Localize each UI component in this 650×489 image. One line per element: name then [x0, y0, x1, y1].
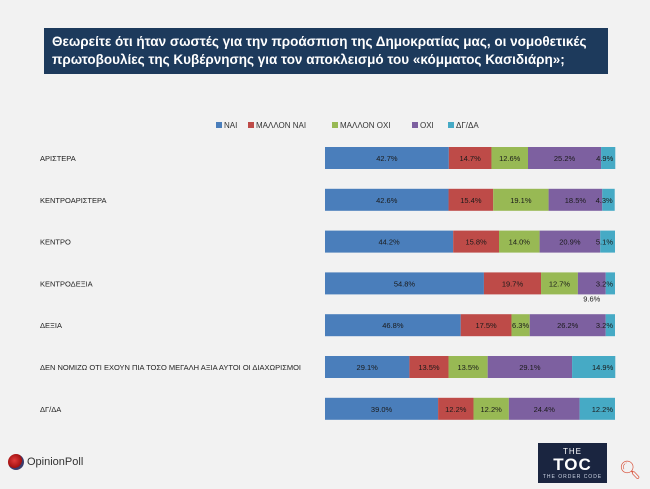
bar-segment-4-4: [605, 314, 615, 337]
value-label-0-3: 25.2%: [554, 154, 576, 163]
legend-swatch-1: [248, 122, 254, 128]
category-label-4: ΔΕΞΙΑ: [40, 321, 62, 330]
value-label-5-3: 29.1%: [519, 363, 541, 372]
value-label-6-4: 12.2%: [592, 405, 614, 414]
bar-segment-6-4: [579, 397, 615, 420]
legend-label-0: ΝΑΙ: [224, 121, 237, 130]
value-label-6-2: 12.2%: [481, 405, 503, 414]
legend-swatch-2: [332, 122, 338, 128]
the-toc-logo: THE TOC THE ORDER CODE: [538, 443, 607, 483]
chart-title-line-2: πρωτοβουλίες της Κυβέρνησης για τον αποκ…: [52, 52, 565, 67]
zoom-magnifier-icon[interactable]: 🔍︎: [618, 460, 642, 480]
value-label-1-1: 15.4%: [460, 196, 482, 205]
value-label-4-2: 6.3%: [512, 321, 529, 330]
value-label-4-0: 46.8%: [382, 321, 404, 330]
value-label-1-2: 19.1%: [510, 196, 532, 205]
value-label-6-3: 24.4%: [534, 405, 556, 414]
category-label-0: ΑΡΙΣΤΕΡΑ: [40, 154, 76, 163]
value-label-0-2: 12.6%: [499, 154, 521, 163]
bar-segment-1-2: [493, 188, 549, 211]
category-label-5: ΔΕΝ ΝΟΜΙΖΩ ΟΤΙ ΕΧΟΥΝ ΠΙΑ ΤΟΣΟ ΜΕΓΑΛΗ ΑΞΙ…: [40, 363, 301, 372]
category-label-6: ΔΓ/ΔΑ: [40, 405, 61, 414]
bar-segment-5-1: [409, 356, 449, 378]
legend-swatch-0: [216, 122, 222, 128]
category-label-2: ΚΕΝΤΡΟ: [40, 238, 71, 247]
bar-segment-1-3: [548, 188, 603, 211]
bar-segment-4-2: [511, 314, 530, 337]
value-label-5-2: 13.5%: [457, 363, 479, 372]
chart-title-line-1: Θεωρείτε ότι ήταν σωστές για την προάσπι…: [52, 34, 587, 49]
bar-segment-2-2: [499, 230, 540, 253]
category-label-3: ΚΕΝΤΡΟΔΕΞΙΑ: [40, 279, 93, 288]
legend-swatch-3: [412, 122, 418, 128]
value-label-0-0: 42.7%: [376, 154, 398, 163]
legend-label-4: ΔΓ/ΔΑ: [456, 121, 479, 130]
opinionpoll-logo-icon: [8, 454, 24, 470]
value-label-4-1: 17.5%: [475, 321, 497, 330]
value-label-2-0: 44.2%: [378, 238, 400, 247]
bar-segment-2-4: [600, 230, 615, 253]
legend-label-3: ΟΧΙ: [420, 121, 434, 130]
value-label-3-2: 12.7%: [549, 279, 571, 288]
bar-segment-2-3: [539, 230, 601, 253]
bar-segment-3-0: [325, 272, 484, 295]
value-label-2-2: 14.0%: [509, 238, 531, 247]
bar-segment-3-3: [577, 272, 606, 295]
bar-segment-5-4: [572, 356, 616, 378]
category-label-1: ΚΕΝΤΡΟΑΡΙΣΤΕΡΑ: [40, 196, 106, 205]
bar-segment-0-3: [528, 147, 602, 169]
legend-label-2: ΜΑΛΛΟΝ ΟΧΙ: [340, 121, 391, 130]
the-toc-logo-the: THE: [563, 447, 582, 456]
bar-segment-3-2: [541, 272, 578, 295]
value-label-2-4: 5.1%: [596, 238, 613, 247]
value-label-3-1: 19.7%: [502, 279, 524, 288]
value-label-6-1: 12.2%: [445, 405, 467, 414]
bar-segment-6-0: [325, 397, 439, 420]
value-label-5-0: 29.1%: [357, 363, 379, 372]
bar-segment-0-1: [448, 147, 492, 169]
value-label-1-4: 4.3%: [596, 196, 613, 205]
legend-label-1: ΜΑΛΛΟΝ ΝΑΙ: [256, 121, 306, 130]
bar-segment-6-1: [438, 397, 474, 420]
opinionpoll-logo: OpinionPoll: [8, 454, 83, 470]
bar-segment-6-3: [508, 397, 580, 420]
value-label-2-1: 15.8%: [465, 238, 487, 247]
value-label-4-3: 26.2%: [557, 321, 579, 330]
opinionpoll-logo-text: OpinionPoll: [27, 456, 84, 468]
value-label-0-1: 14.7%: [460, 154, 482, 163]
value-label-5-4: 14.9%: [592, 363, 614, 372]
bar-segment-1-0: [325, 188, 449, 211]
chart-title: Θεωρείτε ότι ήταν σωστές για την προάσπι…: [44, 28, 608, 74]
value-label-5-1: 13.5%: [418, 363, 440, 372]
bar-segment-0-2: [491, 147, 528, 169]
value-label-0-4: 4.9%: [596, 154, 613, 163]
value-label-3-0: 54.8%: [394, 279, 416, 288]
bar-segment-4-1: [460, 314, 512, 337]
value-label-3-3: 9.6%: [583, 294, 600, 303]
bar-segment-1-4: [602, 188, 615, 211]
bar-segment-3-4: [605, 272, 615, 295]
bar-segment-0-0: [325, 147, 449, 169]
bar-segment-6-2: [473, 397, 509, 420]
value-label-2-3: 20.9%: [559, 238, 581, 247]
legend-swatch-4: [448, 122, 454, 128]
the-toc-logo-main: TOC: [553, 455, 592, 474]
value-label-6-0: 39.0%: [371, 405, 393, 414]
value-label-1-3: 18.5%: [565, 196, 587, 205]
value-label-3-4: 3.2%: [596, 279, 613, 288]
bar-segment-3-1: [483, 272, 542, 295]
bar-segment-5-3: [487, 356, 573, 378]
bar-segment-0-4: [601, 147, 616, 169]
bar-segment-5-2: [448, 356, 488, 378]
bar-segment-2-1: [453, 230, 499, 253]
value-label-4-4: 3.2%: [596, 321, 613, 330]
bar-segment-1-1: [448, 188, 494, 211]
bar-segment-5-0: [325, 356, 410, 378]
the-toc-logo-sub: THE ORDER CODE: [542, 474, 603, 480]
bar-segment-4-3: [529, 314, 606, 337]
value-label-1-0: 42.6%: [376, 196, 398, 205]
bar-segment-2-0: [325, 230, 454, 253]
bar-segment-4-0: [325, 314, 461, 337]
